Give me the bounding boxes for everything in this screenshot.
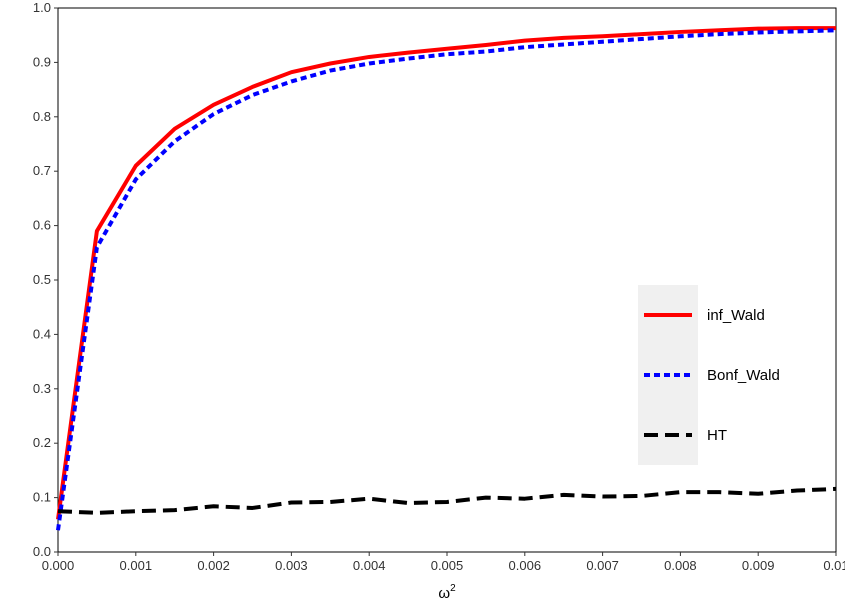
y-tick-label: 0.4 (33, 326, 51, 341)
x-axis: 0.000 0.001 0.002 0.003 0.004 0.005 0.006 0.007… (42, 552, 845, 573)
x-tick-label: 0.004 (353, 558, 386, 573)
y-tick-label: 0.3 (33, 381, 51, 396)
legend-label: HT (707, 427, 727, 444)
legend-label: inf_Wald (707, 307, 765, 324)
series-line-bonf-wald (56, 28, 837, 531)
y-tick-label: 0.2 (33, 435, 51, 450)
x-tick-label: 0.001 (120, 558, 153, 573)
y-axis: 0.0 0.1 0.2 0.3 0.4 0.5 0.6 0.7 0.8 0.9 1.0 (33, 0, 58, 559)
series-lines (56, 26, 837, 531)
x-tick-label: 0.002 (197, 558, 230, 573)
x-tick-label: 0.01 (823, 558, 845, 573)
x-tick-label: 0.003 (275, 558, 308, 573)
x-axis-title-superscript: 2 (450, 583, 456, 594)
y-tick-label: 0.6 (33, 218, 51, 233)
series-line-inf-wald (56, 26, 836, 520)
x-tick-label: 0.007 (586, 558, 619, 573)
x-tick-label: 0.006 (509, 558, 542, 573)
y-tick-label: 0.9 (33, 54, 51, 69)
legend: inf_Wald Bonf_Wald HT (638, 285, 780, 465)
x-axis-title: ω2 (438, 583, 456, 602)
y-tick-label: 0.5 (33, 272, 51, 287)
y-tick-label: 1.0 (33, 0, 51, 15)
y-tick-label: 0.0 (33, 544, 51, 559)
x-tick-label: 0.000 (42, 558, 75, 573)
series-line-ht (57, 486, 837, 515)
x-tick-label: 0.008 (664, 558, 697, 573)
plot-panel (57, 7, 837, 553)
y-tick-label: 0.1 (33, 490, 51, 505)
y-tick-label: 0.8 (33, 109, 51, 124)
y-tick-label: 0.7 (33, 163, 51, 178)
legend-label: Bonf_Wald (707, 367, 780, 384)
x-tick-label: 0.005 (431, 558, 464, 573)
x-tick-label: 0.009 (742, 558, 775, 573)
x-axis-title-main: ω (438, 585, 450, 602)
